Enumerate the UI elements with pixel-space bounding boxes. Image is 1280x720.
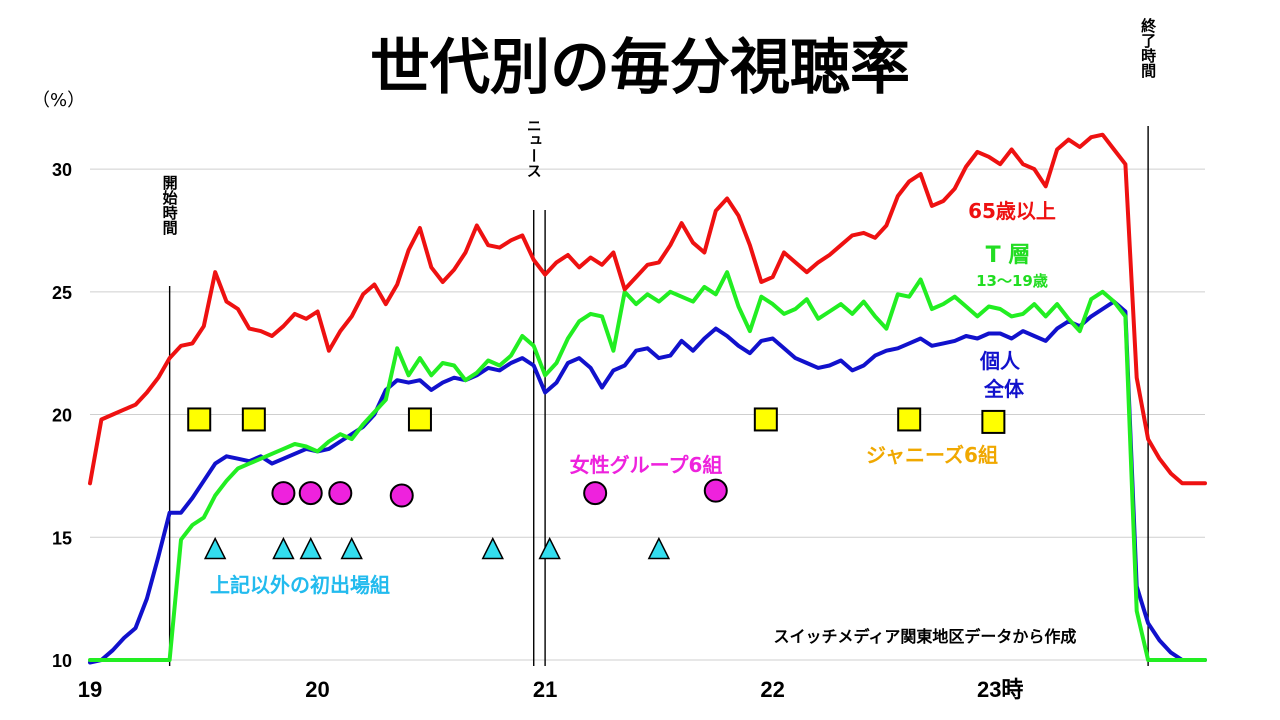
x-tick-22: 22 [760,677,784,702]
vline-label-1: ニュース [525,118,543,178]
y-tick-30: 30 [52,160,72,180]
marker-square-3 [753,407,778,432]
marker-circle-3 [389,483,414,508]
markers [187,407,1006,560]
marker-circle-4 [583,481,608,506]
label-t: T 層 [986,243,1031,268]
vline-label-3: 終了時間 [1139,17,1157,79]
marker-triangle-2 [299,536,322,560]
marker-circle-0 [271,481,296,506]
series-lines [88,132,1207,665]
y-tick-15: 15 [52,528,72,548]
label-group-o: 上記以外の初出場組 [210,573,390,597]
x-tick-20: 20 [305,677,329,702]
series-line-0 [88,299,1207,665]
vertical-lines: 開始時間 ニュース 終了時間 [161,17,1157,666]
y-ticks: 10 15 20 25 30 [52,160,72,671]
marker-triangle-0 [203,536,227,560]
y-axis-label: （%） [32,90,85,111]
y-tick-20: 20 [52,406,72,426]
label-all-2: 全体 [983,377,1025,401]
y-tick-25: 25 [52,283,72,303]
chart-title: 世代別の毎分視聴率 [370,33,910,103]
label-t-sub: 13～19歳 [976,272,1048,290]
vline-label-0: 開始時間 [161,175,179,236]
label-group-f: 女性グループ6組 [570,453,723,477]
x-ticks: 19 20 21 22 23時 [78,677,1024,702]
marker-square-0 [187,407,212,432]
grid [90,168,1205,661]
series-line-2 [88,132,1207,486]
marker-circle-5 [703,478,728,503]
marker-triangle-6 [647,536,671,560]
marker-triangle-1 [272,536,295,560]
y-tick-10: 10 [52,651,72,671]
x-tick-23: 23時 [977,677,1023,702]
x-tick-19: 19 [78,677,102,702]
marker-square-2 [407,407,432,432]
series-line-1 [88,270,1207,662]
marker-triangle-4 [481,536,504,560]
label-group-j: ジャニーズ6組 [866,443,998,467]
marker-circle-2 [328,481,353,506]
marker-circle-1 [298,481,323,506]
marker-square-5 [981,409,1006,434]
label-all-1: 個人 [979,349,1021,373]
marker-triangle-3 [340,536,363,560]
marker-square-4 [897,407,922,432]
label-65: 65歳以上 [968,199,1056,223]
x-tick-21: 21 [533,677,557,702]
marker-triangle-5 [538,536,561,560]
source-note: スイッチメディア関東地区データから作成 [774,627,1077,646]
marker-square-1 [241,407,266,432]
